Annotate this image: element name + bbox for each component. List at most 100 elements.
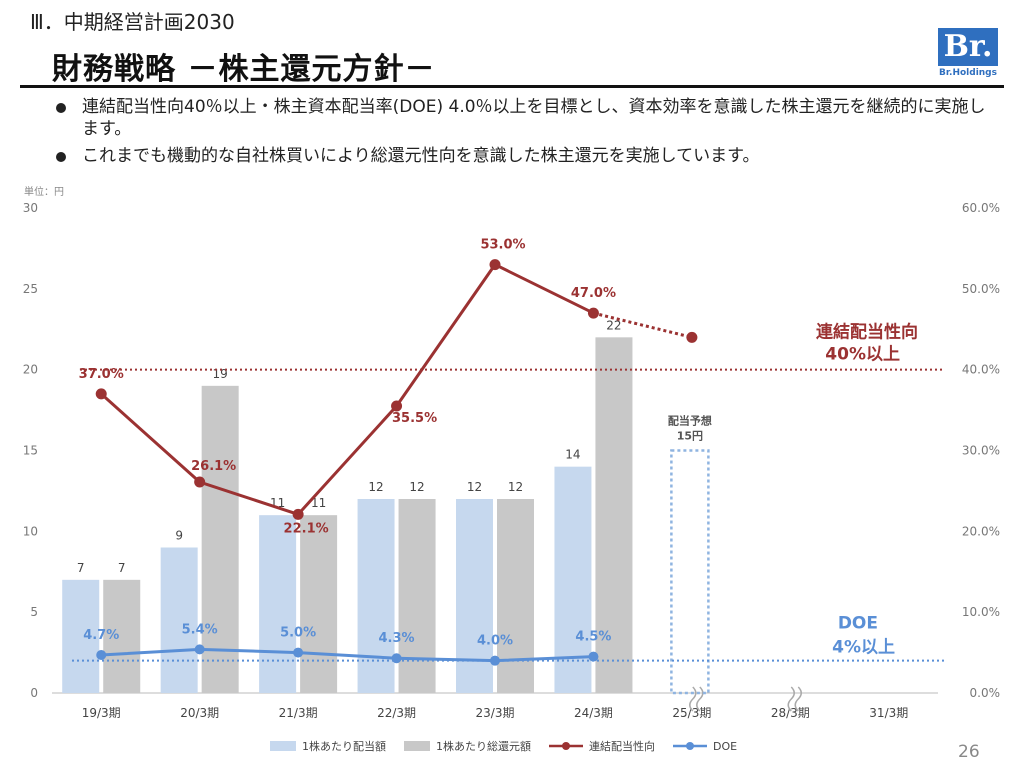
total-return-bar bbox=[300, 515, 338, 693]
total-return-bar-label: 12 bbox=[409, 480, 424, 494]
payout-ratio-label: 22.1% bbox=[284, 521, 329, 536]
payout-ratio-forecast-line bbox=[593, 311, 693, 339]
dividend-bar bbox=[62, 579, 100, 693]
total-return-bar-label: 11 bbox=[311, 496, 326, 510]
payout-target-label: 連結配当性向 bbox=[816, 322, 918, 343]
page-title: 財務戦略 －株主還元方針－ bbox=[52, 52, 436, 87]
doe-target-label: DOE bbox=[838, 614, 878, 634]
dividend-bar bbox=[357, 499, 395, 693]
legend-swatch-doe bbox=[673, 742, 707, 750]
y-left-tick-label: 0 bbox=[30, 686, 38, 700]
payout-ratio-label: 26.1% bbox=[191, 459, 236, 474]
total-return-bar-label: 19 bbox=[213, 367, 228, 381]
legend-item-total-return: 1株あたり総還元額 bbox=[404, 738, 531, 754]
x-tick-label: 31/3期 bbox=[869, 706, 908, 720]
payout-ratio-point bbox=[95, 388, 107, 400]
section-heading: Ⅲ．中期経営計画2030 bbox=[30, 10, 235, 34]
payout-ratio-point bbox=[489, 259, 501, 271]
forecast-value-label: 15円 bbox=[677, 430, 703, 443]
x-tick-label: 24/3期 bbox=[574, 706, 613, 720]
axis-break-mark bbox=[696, 686, 704, 712]
doe-line bbox=[101, 647, 594, 663]
unit-label: 単位：円 bbox=[24, 187, 64, 198]
x-tick-label: 25/3期 bbox=[672, 706, 711, 720]
legend-swatch-total-return bbox=[404, 741, 430, 751]
x-tick-label: 20/3期 bbox=[180, 706, 219, 720]
dividend-bar-label: 12 bbox=[368, 480, 383, 494]
forecast-dividend-bar bbox=[670, 449, 710, 695]
legend-item-doe: DOE bbox=[673, 740, 737, 753]
y-left-tick-label: 20 bbox=[23, 363, 38, 377]
forecast-label: 配当予想 bbox=[668, 414, 712, 428]
dividend-bar bbox=[456, 499, 493, 693]
y-right-tick-label: 0.0% bbox=[970, 686, 1001, 700]
x-tick-label: 28/3期 bbox=[771, 706, 810, 720]
bullet-dot-icon bbox=[56, 152, 66, 162]
bullet-item: 連結配当性向40％以上・株主資本配当率(DOE) 4.0％以上を目標とし、資本効… bbox=[56, 96, 996, 140]
doe-label: 5.4% bbox=[182, 622, 218, 637]
doe-point bbox=[490, 655, 500, 666]
payout-ratio-point bbox=[292, 508, 304, 520]
doe-label: 4.0% bbox=[477, 634, 513, 649]
total-return-bar-label: 12 bbox=[508, 480, 523, 494]
y-right-tick-label: 60.0% bbox=[962, 201, 1000, 215]
total-return-bar bbox=[103, 579, 141, 693]
total-return-bar bbox=[201, 385, 239, 693]
company-logo: Br. Br.Holdings bbox=[938, 28, 998, 80]
y-right-tick-label: 10.0% bbox=[962, 605, 1000, 619]
doe-target-value: 4%以上 bbox=[832, 638, 895, 658]
payout-target-value: 40%以上 bbox=[825, 345, 900, 365]
y-left-tick-label: 5 bbox=[30, 605, 38, 619]
payout-ratio-label: 37.0% bbox=[79, 367, 124, 382]
dividend-bar bbox=[259, 515, 297, 693]
logo-text: Br.Holdings bbox=[939, 68, 997, 78]
x-tick-label: 19/3期 bbox=[82, 706, 121, 720]
y-left-tick-label: 25 bbox=[23, 282, 38, 296]
legend-swatch-dividend bbox=[270, 741, 296, 751]
dividend-bar bbox=[554, 466, 592, 693]
payout-ratio-label: 35.5% bbox=[392, 411, 437, 426]
legend-item-dividend: 1株あたり配当額 bbox=[270, 738, 386, 754]
dividend-bar-label: 14 bbox=[565, 448, 580, 462]
payout-ratio-point bbox=[686, 331, 698, 343]
bullet-dot-icon bbox=[56, 103, 66, 113]
bullet-text: これまでも機動的な自社株買いにより総還元性向を意識した株主還元を実施しています。 bbox=[82, 146, 760, 166]
y-right-tick-label: 50.0% bbox=[962, 282, 1000, 296]
bullet-text: 連結配当性向40％以上・株主資本配当率(DOE) 4.0％以上を目標とし、資本効… bbox=[82, 97, 986, 139]
total-return-bar bbox=[497, 499, 534, 693]
x-tick-label: 21/3期 bbox=[279, 706, 318, 720]
dividend-bar bbox=[160, 547, 198, 693]
x-tick-label: 22/3期 bbox=[377, 706, 416, 720]
dividend-bar-label: 9 bbox=[175, 529, 183, 543]
page-number: 26 bbox=[958, 742, 980, 762]
payout-ratio-point bbox=[391, 400, 403, 412]
payout-ratio-line bbox=[100, 262, 595, 517]
total-return-bar bbox=[595, 337, 633, 693]
y-left-tick-label: 10 bbox=[23, 524, 38, 538]
dividend-bar-label: 12 bbox=[467, 480, 482, 494]
bullet-item: これまでも機動的な自社株買いにより総還元性向を意識した株主還元を実施しています。 bbox=[56, 145, 996, 167]
doe-label: 4.3% bbox=[379, 631, 415, 646]
legend-swatch-payout bbox=[549, 742, 583, 750]
doe-label: 4.7% bbox=[83, 628, 119, 643]
doe-label: 4.5% bbox=[575, 630, 611, 645]
doe-point bbox=[293, 647, 304, 658]
axis-break-mark bbox=[794, 686, 803, 712]
bullet-list: 連結配当性向40％以上・株主資本配当率(DOE) 4.0％以上を目標とし、資本効… bbox=[56, 96, 996, 172]
doe-point bbox=[96, 650, 107, 661]
doe-point bbox=[391, 653, 402, 664]
y-left-tick-label: 15 bbox=[23, 444, 38, 458]
y-left-tick-label: 30 bbox=[23, 201, 38, 215]
chart-legend: 1株あたり配当額 1株あたり総還元額 連結配当性向 DOE bbox=[270, 738, 737, 754]
payout-ratio-label: 47.0% bbox=[571, 286, 616, 301]
total-return-bar bbox=[398, 499, 436, 693]
total-return-bar-label: 7 bbox=[118, 561, 126, 575]
x-tick-label: 23/3期 bbox=[476, 706, 515, 720]
legend-label-dividend: 1株あたり配当額 bbox=[302, 740, 386, 753]
legend-label-total-return: 1株あたり総還元額 bbox=[436, 740, 531, 753]
legend-label-doe: DOE bbox=[713, 739, 738, 753]
dividend-bar-label: 11 bbox=[270, 496, 285, 510]
payout-ratio-label: 53.0% bbox=[480, 238, 525, 253]
payout-ratio-point bbox=[587, 307, 599, 319]
dividend-bar-label: 7 bbox=[77, 561, 85, 575]
